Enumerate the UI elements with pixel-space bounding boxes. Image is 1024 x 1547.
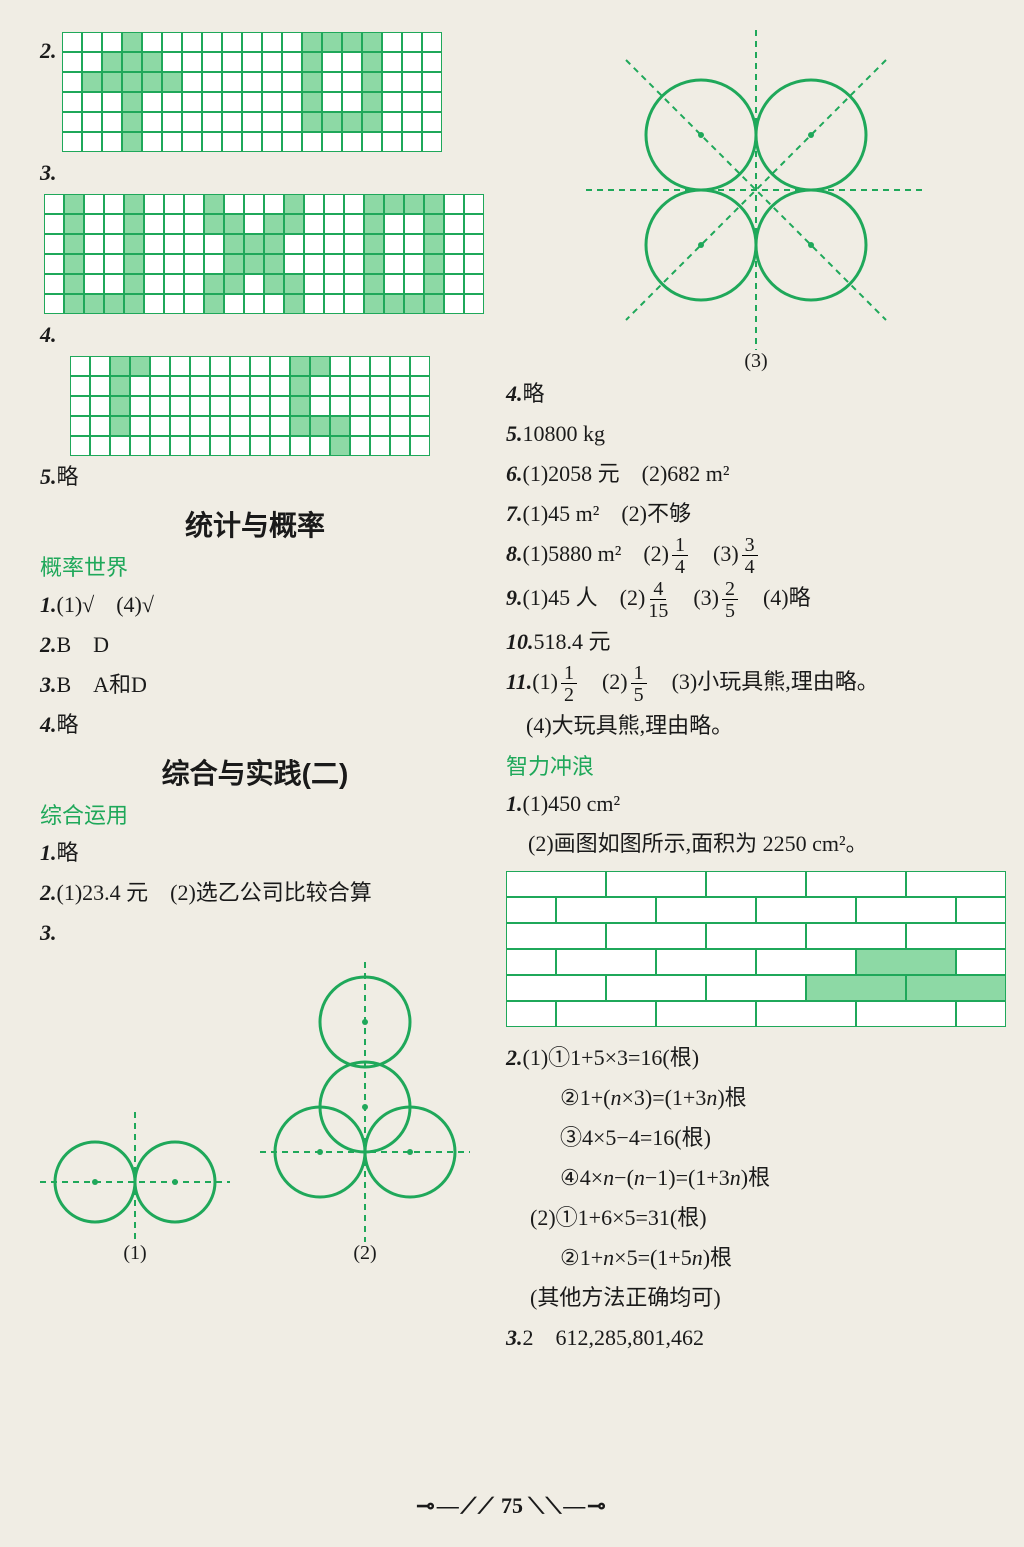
apply-2: 2.(1)23.4 元 (2)选乙公司比较合算 <box>40 874 470 912</box>
z2-3: ③4×5−4=16(根) <box>506 1119 1006 1157</box>
r7: 7.(1)45 m² (2)不够 <box>506 495 1006 533</box>
r9: 9.(1)45 人 (2)415 (3)25 (4)略 <box>506 579 1006 621</box>
r4: 4.略 <box>506 375 1006 413</box>
prob-2: 2.B D <box>40 626 470 664</box>
frac-11-1: 12 <box>561 663 577 705</box>
q2-num: 2. <box>40 38 57 63</box>
q5-row: 5.略 <box>40 458 470 496</box>
fig3-label: (3) <box>506 350 1006 373</box>
prob-3: 3.B A和D <box>40 666 470 704</box>
z2-7: (其他方法正确均可) <box>506 1279 1006 1317</box>
circled-2: ② <box>560 1085 580 1110</box>
subhead-apply: 综合运用 <box>40 798 470 830</box>
r11: 11.(1)12 (2)15 (3)小玩具熊,理由略。 <box>506 663 1006 705</box>
fig1-label: (1) <box>40 1242 230 1265</box>
z1: 1.(1)450 cm² <box>506 785 1006 823</box>
z3: 3.2 612,285,801,462 <box>506 1319 1006 1357</box>
q5-num: 5. <box>40 464 57 489</box>
z2-5: (2)①1+6×5=31(根) <box>506 1199 1006 1237</box>
q3-num: 3. <box>40 160 57 185</box>
fig2: (2) <box>260 962 470 1265</box>
subhead-prob: 概率世界 <box>40 550 470 582</box>
r6: 6.(1)2058 元 (2)682 m² <box>506 455 1006 493</box>
q4-row: 4. <box>40 316 470 354</box>
z2-2: ②1+(n×3)=(1+3n)根 <box>506 1079 1006 1117</box>
r5: 5.10800 kg <box>506 415 1006 453</box>
circles-3-svg <box>586 30 926 350</box>
q4-num: 4. <box>40 322 57 347</box>
fig2-label: (2) <box>260 1242 470 1265</box>
q3-row: 3. <box>40 154 470 192</box>
heading-practice: 综合与实践(二) <box>40 752 470 792</box>
z2-1: 2.(1)①1+5×3=16(根) <box>506 1039 1006 1077</box>
frac-9-1: 415 <box>648 579 668 621</box>
circled-1: ① <box>548 1045 570 1070</box>
footer-orn-left: ⊸—⟋⟋ <box>416 1493 495 1518</box>
apply-3: 3. <box>40 914 470 952</box>
prob-1: 1.(1)√ (4)√ <box>40 586 470 624</box>
fig3: (3) <box>506 30 1006 373</box>
frac-8-1: 14 <box>672 535 688 577</box>
left-column: 2. 3. 4. 5.略 统计与概率 概率世界 1.(1)√ (4)√ 2.B … <box>40 30 488 1450</box>
prob-4: 4.略 <box>40 706 470 744</box>
r10: 10.518.4 元 <box>506 623 1006 661</box>
frac-8-2: 34 <box>742 535 758 577</box>
brick-wall <box>506 871 1006 1027</box>
circled-3: ③ <box>560 1125 582 1150</box>
heading-stats: 统计与概率 <box>40 504 470 544</box>
columns: 2. 3. 4. 5.略 统计与概率 概率世界 1.(1)√ (4)√ 2.B … <box>40 30 984 1450</box>
z1b: (2)画图如图所示,面积为 2250 cm²。 <box>506 825 1006 863</box>
subhead-brain: 智力冲浪 <box>506 749 1006 781</box>
circled-2b: ② <box>560 1245 580 1270</box>
frac-9-2: 25 <box>722 579 738 621</box>
q5-text: 略 <box>57 464 79 489</box>
circles-2-svg <box>260 962 470 1242</box>
z2-6: ②1+n×5=(1+5n)根 <box>506 1239 1006 1277</box>
apply-1: 1.略 <box>40 834 470 872</box>
frac-11-2: 15 <box>631 663 647 705</box>
r11b: (4)大玩具熊,理由略。 <box>506 707 1006 745</box>
footer-orn-right: ⟍⟍—⊸ <box>529 1493 608 1518</box>
page-number: 75 <box>501 1493 523 1518</box>
circle-diagrams-row: (1) (2) <box>40 962 470 1265</box>
circled-4: ④ <box>560 1165 580 1190</box>
page: 2. 3. 4. 5.略 统计与概率 概率世界 1.(1)√ (4)√ 2.B … <box>0 0 1024 1547</box>
circled-1b: ① <box>556 1205 578 1230</box>
circles-1-svg <box>40 1062 230 1242</box>
grid-2 <box>62 38 442 63</box>
r8: 8.(1)5880 m² (2)14 (3)34 <box>506 535 1006 577</box>
q2-row: 2. <box>40 32 470 152</box>
grid-3 <box>44 194 470 314</box>
page-footer: ⊸—⟋⟋ 75 ⟍⟍—⊸ <box>0 1493 1024 1519</box>
grid-4 <box>70 356 470 456</box>
right-column: (3) 4.略 5.10800 kg 6.(1)2058 元 (2)682 m²… <box>488 30 1006 1450</box>
fig1: (1) <box>40 1062 230 1265</box>
z2-4: ④4×n−(n−1)=(1+3n)根 <box>506 1159 1006 1197</box>
